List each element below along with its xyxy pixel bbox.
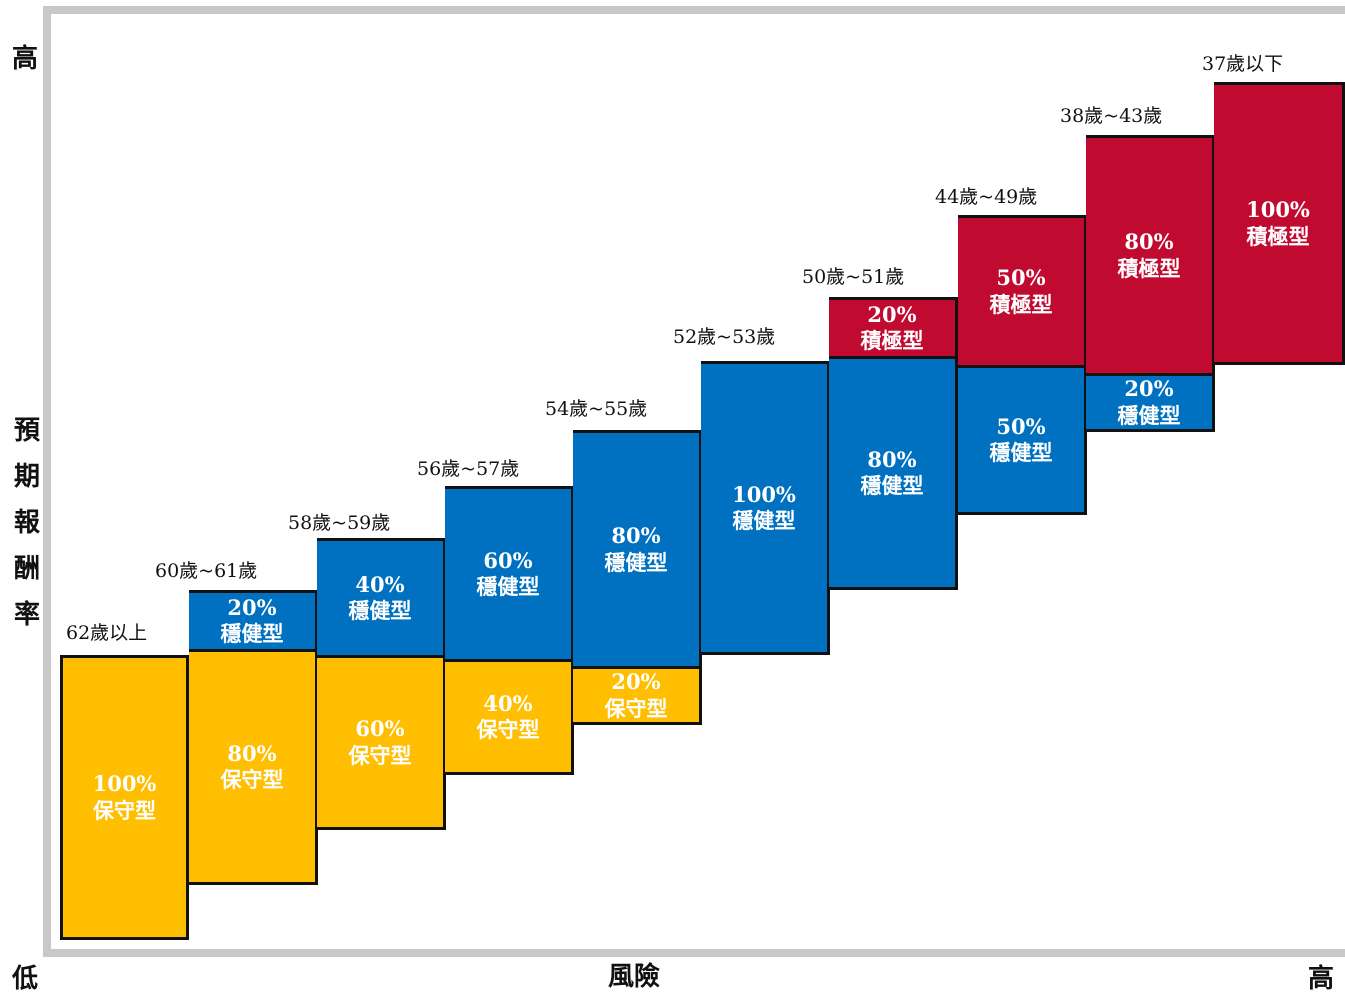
- y-axis-title-char: 預: [13, 416, 40, 446]
- age-label: 54歲~55歲: [545, 398, 648, 420]
- segment-type: 保守型: [348, 742, 412, 768]
- y-axis-title: 預 期 報 酬 率: [12, 408, 42, 638]
- segment-balanced: 40% 穩健型: [317, 538, 446, 655]
- segment-percent: 40%: [355, 571, 405, 597]
- age-label: 58歲~59歲: [288, 512, 391, 534]
- segment-conservative: 100% 保守型: [60, 655, 189, 940]
- segment-balanced: 100% 穩健型: [701, 361, 830, 655]
- age-label: 37歲以下: [1202, 53, 1284, 75]
- segment-percent: 80%: [867, 446, 917, 472]
- segment-label: 80% 積極型: [1118, 229, 1181, 282]
- segment-percent: 20%: [867, 301, 917, 327]
- segment-balanced: 50% 穩健型: [958, 365, 1087, 515]
- segment-balanced: 80% 穩健型: [829, 356, 958, 590]
- segment-aggressive: 100% 積極型: [1214, 82, 1345, 365]
- segment-balanced: 80% 穩健型: [573, 430, 702, 666]
- x-axis-high-label: 高: [1308, 964, 1335, 994]
- segment-conservative: 40% 保守型: [445, 659, 574, 775]
- segment-type: 積極型: [1246, 223, 1310, 249]
- segment-type: 積極型: [860, 328, 924, 353]
- y-axis-title-char: 酬: [13, 554, 40, 584]
- age-label: 56歲~57歲: [417, 458, 520, 480]
- segment-label: 20% 穩健型: [1118, 376, 1181, 429]
- segment-label: 80% 穩健型: [861, 447, 924, 500]
- segment-percent: 100%: [1246, 197, 1310, 223]
- segment-percent: 100%: [732, 481, 796, 507]
- chart-frame-bottom: [43, 949, 1345, 957]
- segment-type: 穩健型: [476, 574, 540, 599]
- y-axis-low-label: 低: [12, 964, 39, 994]
- segment-type: 穩健型: [604, 549, 668, 575]
- chart-frame-top: [43, 6, 1345, 14]
- age-label: 50歲~51歲: [802, 266, 905, 288]
- age-label: 62歲以上: [66, 622, 148, 644]
- segment-percent: 40%: [483, 690, 533, 716]
- segment-type: 穩健型: [348, 598, 412, 623]
- segment-label: 80% 保守型: [221, 741, 284, 794]
- y-axis-title-char: 報: [13, 508, 40, 538]
- segment-label: 60% 保守型: [349, 716, 412, 769]
- segment-balanced: 60% 穩健型: [445, 486, 574, 659]
- x-axis-title: 風險: [608, 962, 661, 992]
- age-label: 38歲~43歲: [1060, 105, 1163, 127]
- segment-type: 穩健型: [860, 473, 924, 498]
- segment-percent: 80%: [1124, 229, 1174, 255]
- segment-label: 20% 積極型: [861, 302, 924, 355]
- segment-type: 穩健型: [989, 440, 1053, 465]
- y-axis-title-char: 期: [13, 462, 40, 492]
- segment-label: 50% 積極型: [990, 265, 1053, 318]
- segment-type: 穩健型: [220, 621, 284, 646]
- segment-label: 100% 保守型: [93, 771, 157, 824]
- segment-aggressive: 80% 積極型: [1086, 135, 1215, 373]
- y-axis-title-char: 率: [13, 600, 40, 630]
- age-label: 60歲~61歲: [155, 560, 258, 582]
- segment-balanced: 20% 穩健型: [1086, 373, 1215, 432]
- segment-percent: 20%: [611, 669, 661, 695]
- segment-label: 100% 穩健型: [732, 482, 796, 535]
- segment-percent: 60%: [483, 547, 533, 573]
- segment-percent: 20%: [227, 594, 277, 620]
- segment-percent: 100%: [92, 771, 157, 797]
- segment-type: 保守型: [92, 797, 156, 823]
- segment-label: 20% 保守型: [605, 669, 668, 722]
- segment-conservative: 60% 保守型: [317, 655, 446, 830]
- segment-percent: 20%: [1124, 376, 1174, 402]
- segment-type: 積極型: [1117, 255, 1181, 281]
- segment-label: 80% 穩健型: [605, 523, 668, 576]
- segment-percent: 50%: [996, 413, 1046, 439]
- segment-label: 50% 穩健型: [990, 414, 1053, 467]
- segment-type: 保守型: [476, 717, 540, 742]
- segment-label: 60% 穩健型: [477, 548, 540, 601]
- segment-type: 保守型: [604, 695, 668, 721]
- segment-label: 20% 穩健型: [221, 595, 284, 648]
- segment-aggressive: 50% 積極型: [958, 215, 1087, 365]
- segment-percent: 80%: [611, 523, 661, 549]
- segment-type: 保守型: [220, 767, 284, 792]
- segment-percent: 50%: [996, 265, 1046, 291]
- segment-label: 100% 積極型: [1246, 197, 1310, 250]
- segment-aggressive: 20% 積極型: [829, 297, 958, 356]
- chart-frame-left: [43, 6, 51, 956]
- segment-percent: 60%: [355, 716, 405, 742]
- segment-label: 40% 保守型: [477, 691, 540, 744]
- segment-label: 40% 穩健型: [349, 572, 412, 625]
- segment-balanced: 20% 穩健型: [189, 590, 318, 649]
- y-axis-high-label: 高: [12, 44, 39, 74]
- segment-type: 穩健型: [1117, 402, 1181, 428]
- segment-type: 積極型: [989, 291, 1053, 317]
- segment-conservative: 80% 保守型: [189, 649, 318, 885]
- segment-conservative: 20% 保守型: [573, 666, 702, 725]
- segment-type: 穩健型: [732, 508, 796, 533]
- segment-percent: 80%: [227, 740, 277, 766]
- age-label: 52歲~53歲: [673, 326, 776, 348]
- age-label: 44歲~49歲: [935, 186, 1038, 208]
